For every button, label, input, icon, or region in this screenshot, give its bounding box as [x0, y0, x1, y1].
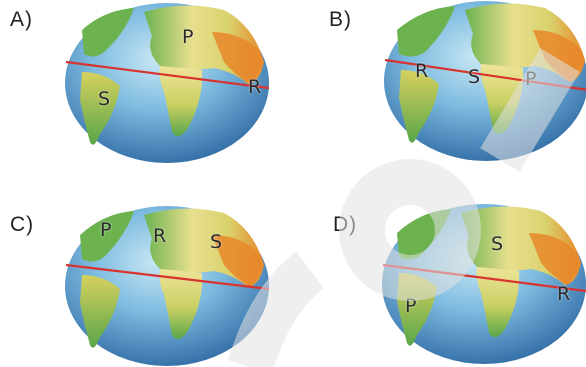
marker-s: S [98, 88, 111, 110]
marker-p: P [182, 26, 194, 48]
marker-p: P [405, 295, 417, 317]
option-label: C) [10, 213, 35, 236]
option-label: D) [333, 213, 358, 236]
marker-p: P [100, 219, 112, 241]
marker-p: P [525, 68, 537, 90]
marker-r: R [557, 283, 571, 305]
globe-image [381, 203, 586, 365]
option-a-panel[interactable]: A) P R S [0, 0, 293, 183]
marker-r: R [248, 76, 262, 98]
option-label: A) [10, 8, 33, 31]
option-b-panel[interactable]: B) R S P [293, 0, 586, 183]
option-d-panel[interactable]: D) S P R [293, 183, 586, 367]
marker-s: S [491, 233, 504, 255]
globe-image [383, 0, 586, 162]
globe-image [64, 205, 270, 367]
globe-image [64, 2, 270, 164]
option-c-panel[interactable]: C) P R S [0, 183, 293, 367]
marker-r: R [415, 60, 429, 82]
marker-s: S [210, 231, 223, 253]
marker-s: S [468, 66, 481, 88]
option-label: B) [329, 8, 352, 31]
marker-r: R [153, 225, 167, 247]
